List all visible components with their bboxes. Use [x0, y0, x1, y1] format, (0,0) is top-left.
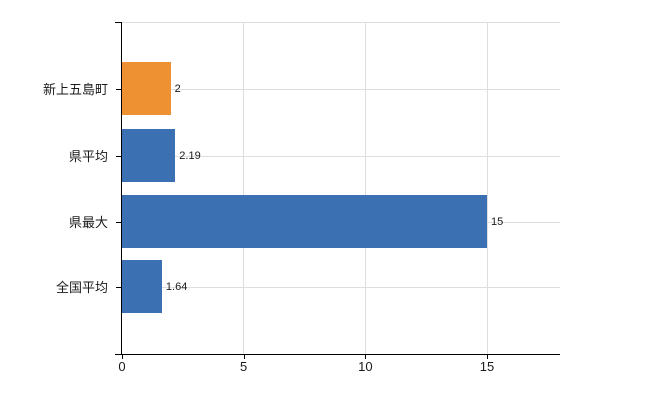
x-axis-tick	[243, 354, 245, 359]
y-axis-tick	[116, 221, 122, 223]
category-label: 県平均	[68, 149, 108, 164]
x-axis-tick	[122, 354, 123, 359]
x-axis-tick-label: 0	[118, 359, 126, 374]
bar-value-label: 15	[491, 215, 504, 228]
x-axis-line	[115, 354, 560, 355]
x-axis-tick-label: 5	[240, 359, 248, 374]
bar	[122, 129, 176, 182]
bar	[122, 260, 162, 313]
plot-top-border	[122, 22, 560, 23]
bar	[122, 62, 171, 115]
vertical-gridline	[486, 22, 488, 354]
x-axis-tick-label: 15	[479, 359, 495, 374]
bar-value-label: 1.64	[165, 280, 188, 293]
vertical-gridline	[364, 22, 366, 354]
bar-value-label: 2	[174, 82, 181, 95]
y-axis-tick	[116, 88, 122, 90]
y-axis-line	[121, 22, 122, 354]
y-axis-tick	[116, 155, 122, 157]
bar	[122, 195, 487, 248]
x-axis-tick	[487, 354, 488, 359]
vertical-gridline	[243, 22, 245, 354]
category-label: 県最大	[68, 215, 108, 230]
horizontal-gridline	[122, 286, 560, 288]
x-axis-tick-label: 10	[358, 359, 373, 374]
horizontal-gridline	[122, 88, 560, 90]
plot-area: 2 2.19 15 1.64	[122, 22, 560, 354]
bar-value-label: 2.19	[179, 149, 201, 162]
y-axis-tick	[116, 286, 122, 288]
x-axis-tick	[365, 354, 367, 359]
y-axis-top-tick	[115, 22, 122, 23]
horizontal-gridline	[122, 155, 560, 157]
category-label: 新上五島町	[42, 82, 108, 97]
category-label: 全国平均	[55, 280, 108, 295]
